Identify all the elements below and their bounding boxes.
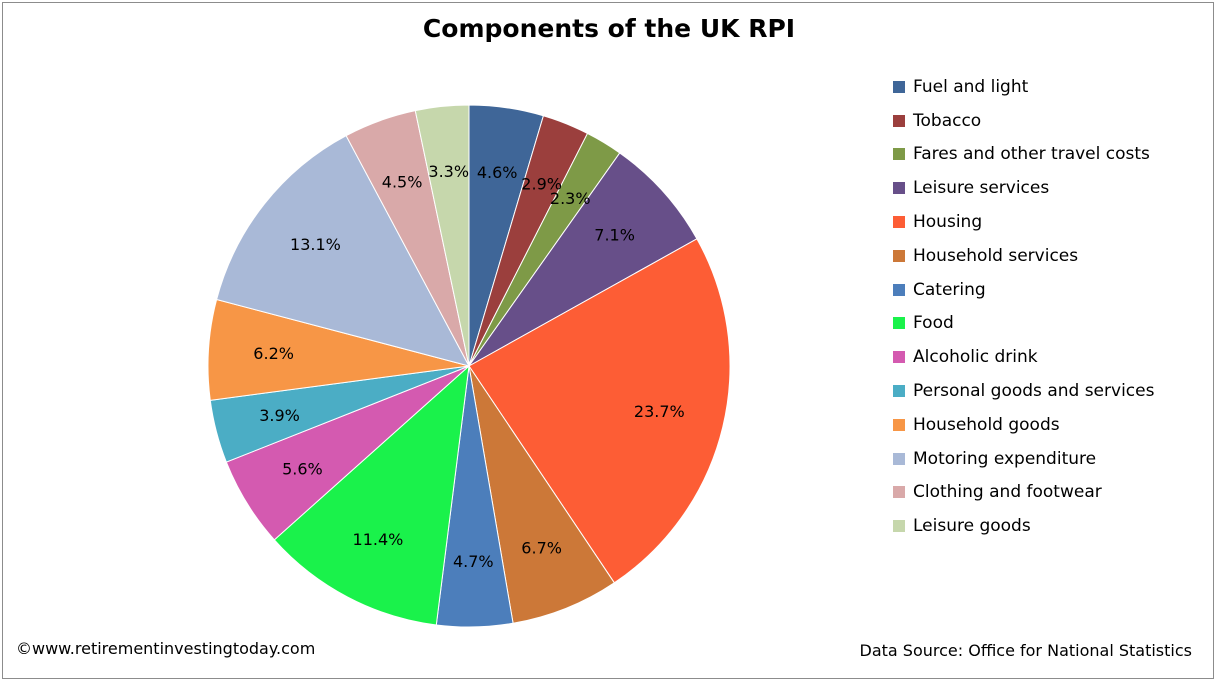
legend-label: Personal goods and services <box>913 381 1155 402</box>
legend-entry: Personal goods and services <box>893 378 1154 412</box>
legend-swatch <box>893 114 905 127</box>
legend-swatch <box>893 249 905 262</box>
legend-label: Catering <box>913 279 986 300</box>
legend-label: Leisure goods <box>913 516 1031 537</box>
pie-slice-leisure-services <box>468 152 698 367</box>
data-label: 6.2% <box>253 344 294 363</box>
legend-swatch <box>893 182 905 195</box>
data-label: 4.5% <box>382 173 423 192</box>
data-label: 3.3% <box>428 162 469 181</box>
legend-swatch <box>893 80 905 93</box>
pie-slice-leisure-goods <box>414 104 470 367</box>
legend-entry: Leisure goods <box>893 513 1154 547</box>
legend-label: Motoring expenditure <box>913 448 1097 469</box>
chart-title: Components of the UK RPI <box>422 14 796 43</box>
legend-entry: Catering <box>893 277 1154 311</box>
legend-label: Tobacco <box>913 110 982 131</box>
legend-swatch <box>893 520 905 533</box>
legend-label: Housing <box>913 212 983 233</box>
legend-swatch <box>893 317 905 330</box>
legend-entry: Fuel and light <box>893 74 1154 108</box>
legend-label: Household services <box>913 245 1079 266</box>
legend-entry: Household services <box>893 243 1154 277</box>
legend-label: Alcoholic drink <box>913 347 1038 368</box>
legend-swatch <box>893 148 905 161</box>
legend-swatch <box>893 452 905 465</box>
pie-slice-housing <box>468 238 731 584</box>
data-label: 5.6% <box>282 459 323 478</box>
data-label: 6.7% <box>521 538 562 557</box>
data-label: 2.9% <box>521 175 562 194</box>
legend-swatch <box>893 418 905 431</box>
legend-entry: Tobacco <box>893 108 1154 142</box>
data-label: 23.7% <box>634 402 685 421</box>
legend-swatch <box>893 283 905 296</box>
data-source-text: Data Source: Office for National Statist… <box>859 641 1193 660</box>
data-label: 7.1% <box>594 226 635 245</box>
pie-slice-motoring-expenditure <box>216 135 470 367</box>
legend-swatch <box>893 385 905 398</box>
legend-entry: Alcoholic drink <box>893 344 1154 378</box>
legend-label: Fares and other travel costs <box>913 144 1150 165</box>
copyright-text: ©www.retirementinvestingtoday.com <box>16 639 316 658</box>
legend-label: Food <box>913 313 954 334</box>
data-label: 2.3% <box>550 189 591 208</box>
legend-label: Clothing and footwear <box>913 482 1102 503</box>
legend-entry: Housing <box>893 209 1154 243</box>
legend-swatch <box>893 216 905 229</box>
legend-label: Household goods <box>913 414 1060 435</box>
pie-slice-food <box>273 364 470 626</box>
data-label: 13.1% <box>290 235 341 254</box>
pie-slice-household-services <box>468 365 616 624</box>
legend-entry: Household goods <box>893 412 1154 446</box>
legend-entry: Motoring expenditure <box>893 446 1154 480</box>
data-label: 3.9% <box>259 406 300 425</box>
legend-swatch <box>893 351 905 364</box>
legend-label: Leisure services <box>913 178 1050 199</box>
legend-label: Fuel and light <box>913 76 1029 97</box>
data-label: 11.4% <box>353 530 404 549</box>
legend-entry: Food <box>893 311 1154 345</box>
data-label: 4.6% <box>477 163 518 182</box>
legend-entry: Fares and other travel costs <box>893 142 1154 176</box>
data-label: 4.7% <box>453 552 494 571</box>
legend-swatch <box>893 486 905 499</box>
legend-entry: Leisure services <box>893 175 1154 209</box>
chart-legend: Fuel and light Tobacco Fares and other tra… <box>893 74 1154 547</box>
legend-entry: Clothing and footwear <box>893 480 1154 514</box>
